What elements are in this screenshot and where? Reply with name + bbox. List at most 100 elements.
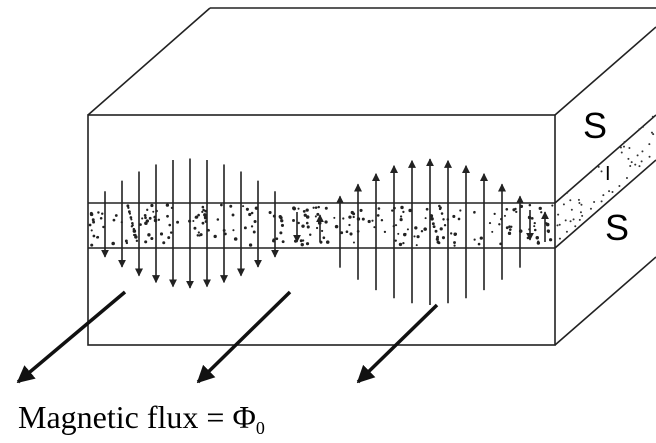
dot bbox=[297, 207, 300, 210]
dot bbox=[557, 213, 560, 216]
dot bbox=[367, 219, 371, 224]
dot bbox=[314, 215, 317, 218]
dot bbox=[89, 212, 94, 217]
dot bbox=[242, 205, 245, 208]
dot bbox=[245, 207, 249, 211]
dot bbox=[578, 218, 581, 221]
dot bbox=[530, 216, 534, 220]
dot bbox=[132, 229, 137, 233]
dot bbox=[88, 223, 92, 227]
dot bbox=[652, 133, 655, 136]
dot bbox=[352, 215, 355, 219]
dot bbox=[383, 230, 387, 234]
dot bbox=[361, 217, 365, 221]
dot bbox=[434, 229, 438, 233]
dot bbox=[558, 223, 561, 226]
dot bbox=[578, 202, 581, 205]
dot bbox=[131, 222, 134, 225]
dot bbox=[124, 239, 128, 243]
dot bbox=[342, 217, 345, 220]
dot bbox=[508, 225, 511, 228]
dot bbox=[305, 221, 309, 225]
dot bbox=[324, 206, 328, 210]
dot bbox=[450, 232, 453, 235]
dot bbox=[416, 235, 420, 239]
dot bbox=[640, 160, 643, 163]
current-arrows bbox=[101, 158, 549, 305]
dot bbox=[406, 228, 409, 231]
dot bbox=[202, 208, 205, 212]
dot bbox=[350, 210, 354, 215]
dot bbox=[92, 234, 96, 238]
caption: Magnetic flux = Φ0 bbox=[18, 399, 265, 438]
dot bbox=[144, 216, 147, 220]
dot bbox=[648, 143, 651, 146]
dot bbox=[250, 211, 254, 215]
dot bbox=[376, 214, 380, 217]
dot bbox=[231, 213, 235, 217]
dot bbox=[391, 209, 394, 212]
dot bbox=[292, 206, 296, 210]
dot bbox=[638, 165, 641, 168]
dot bbox=[101, 212, 104, 215]
dot bbox=[253, 220, 257, 224]
dot bbox=[305, 215, 310, 219]
dot bbox=[533, 228, 537, 232]
dot bbox=[279, 231, 283, 235]
dot bbox=[424, 217, 427, 220]
dot bbox=[453, 244, 456, 247]
label-s-top: S bbox=[583, 105, 607, 146]
dot bbox=[397, 232, 400, 235]
dot bbox=[435, 237, 439, 241]
dot bbox=[146, 208, 149, 211]
dot bbox=[126, 204, 130, 208]
dot bbox=[352, 241, 355, 244]
dot bbox=[402, 241, 405, 245]
dot bbox=[515, 210, 518, 214]
dot bbox=[589, 207, 592, 210]
dot bbox=[608, 190, 611, 193]
dot bbox=[201, 205, 205, 209]
dot bbox=[167, 236, 171, 240]
dot bbox=[125, 241, 129, 245]
dot bbox=[540, 211, 543, 214]
dot bbox=[305, 208, 309, 212]
dot bbox=[114, 214, 118, 217]
dot bbox=[279, 216, 283, 220]
dot bbox=[232, 229, 235, 232]
dot bbox=[420, 229, 424, 233]
dot bbox=[324, 220, 328, 224]
dot bbox=[505, 207, 509, 211]
dot bbox=[493, 212, 496, 216]
dot bbox=[139, 223, 142, 226]
dot bbox=[197, 213, 200, 217]
dot bbox=[112, 218, 116, 222]
dot bbox=[641, 125, 644, 128]
dot bbox=[92, 220, 96, 224]
dot bbox=[625, 177, 628, 180]
dot bbox=[196, 234, 200, 237]
dot bbox=[159, 232, 164, 236]
dot bbox=[545, 222, 550, 227]
dot bbox=[602, 194, 605, 197]
dot bbox=[129, 216, 133, 219]
dot bbox=[373, 226, 376, 229]
dot bbox=[569, 199, 572, 202]
dot bbox=[630, 161, 633, 164]
dot bbox=[176, 220, 180, 224]
dot bbox=[348, 223, 351, 227]
dot bbox=[569, 220, 572, 223]
dot bbox=[473, 238, 476, 241]
dot bbox=[452, 214, 456, 218]
dot bbox=[628, 147, 631, 150]
dot bbox=[457, 217, 461, 221]
dot bbox=[572, 218, 575, 221]
dot bbox=[192, 219, 195, 223]
dot bbox=[611, 191, 614, 194]
dot bbox=[473, 211, 476, 214]
dot bbox=[193, 226, 197, 230]
dot bbox=[201, 210, 204, 213]
dot bbox=[558, 237, 561, 240]
dot bbox=[248, 243, 253, 247]
